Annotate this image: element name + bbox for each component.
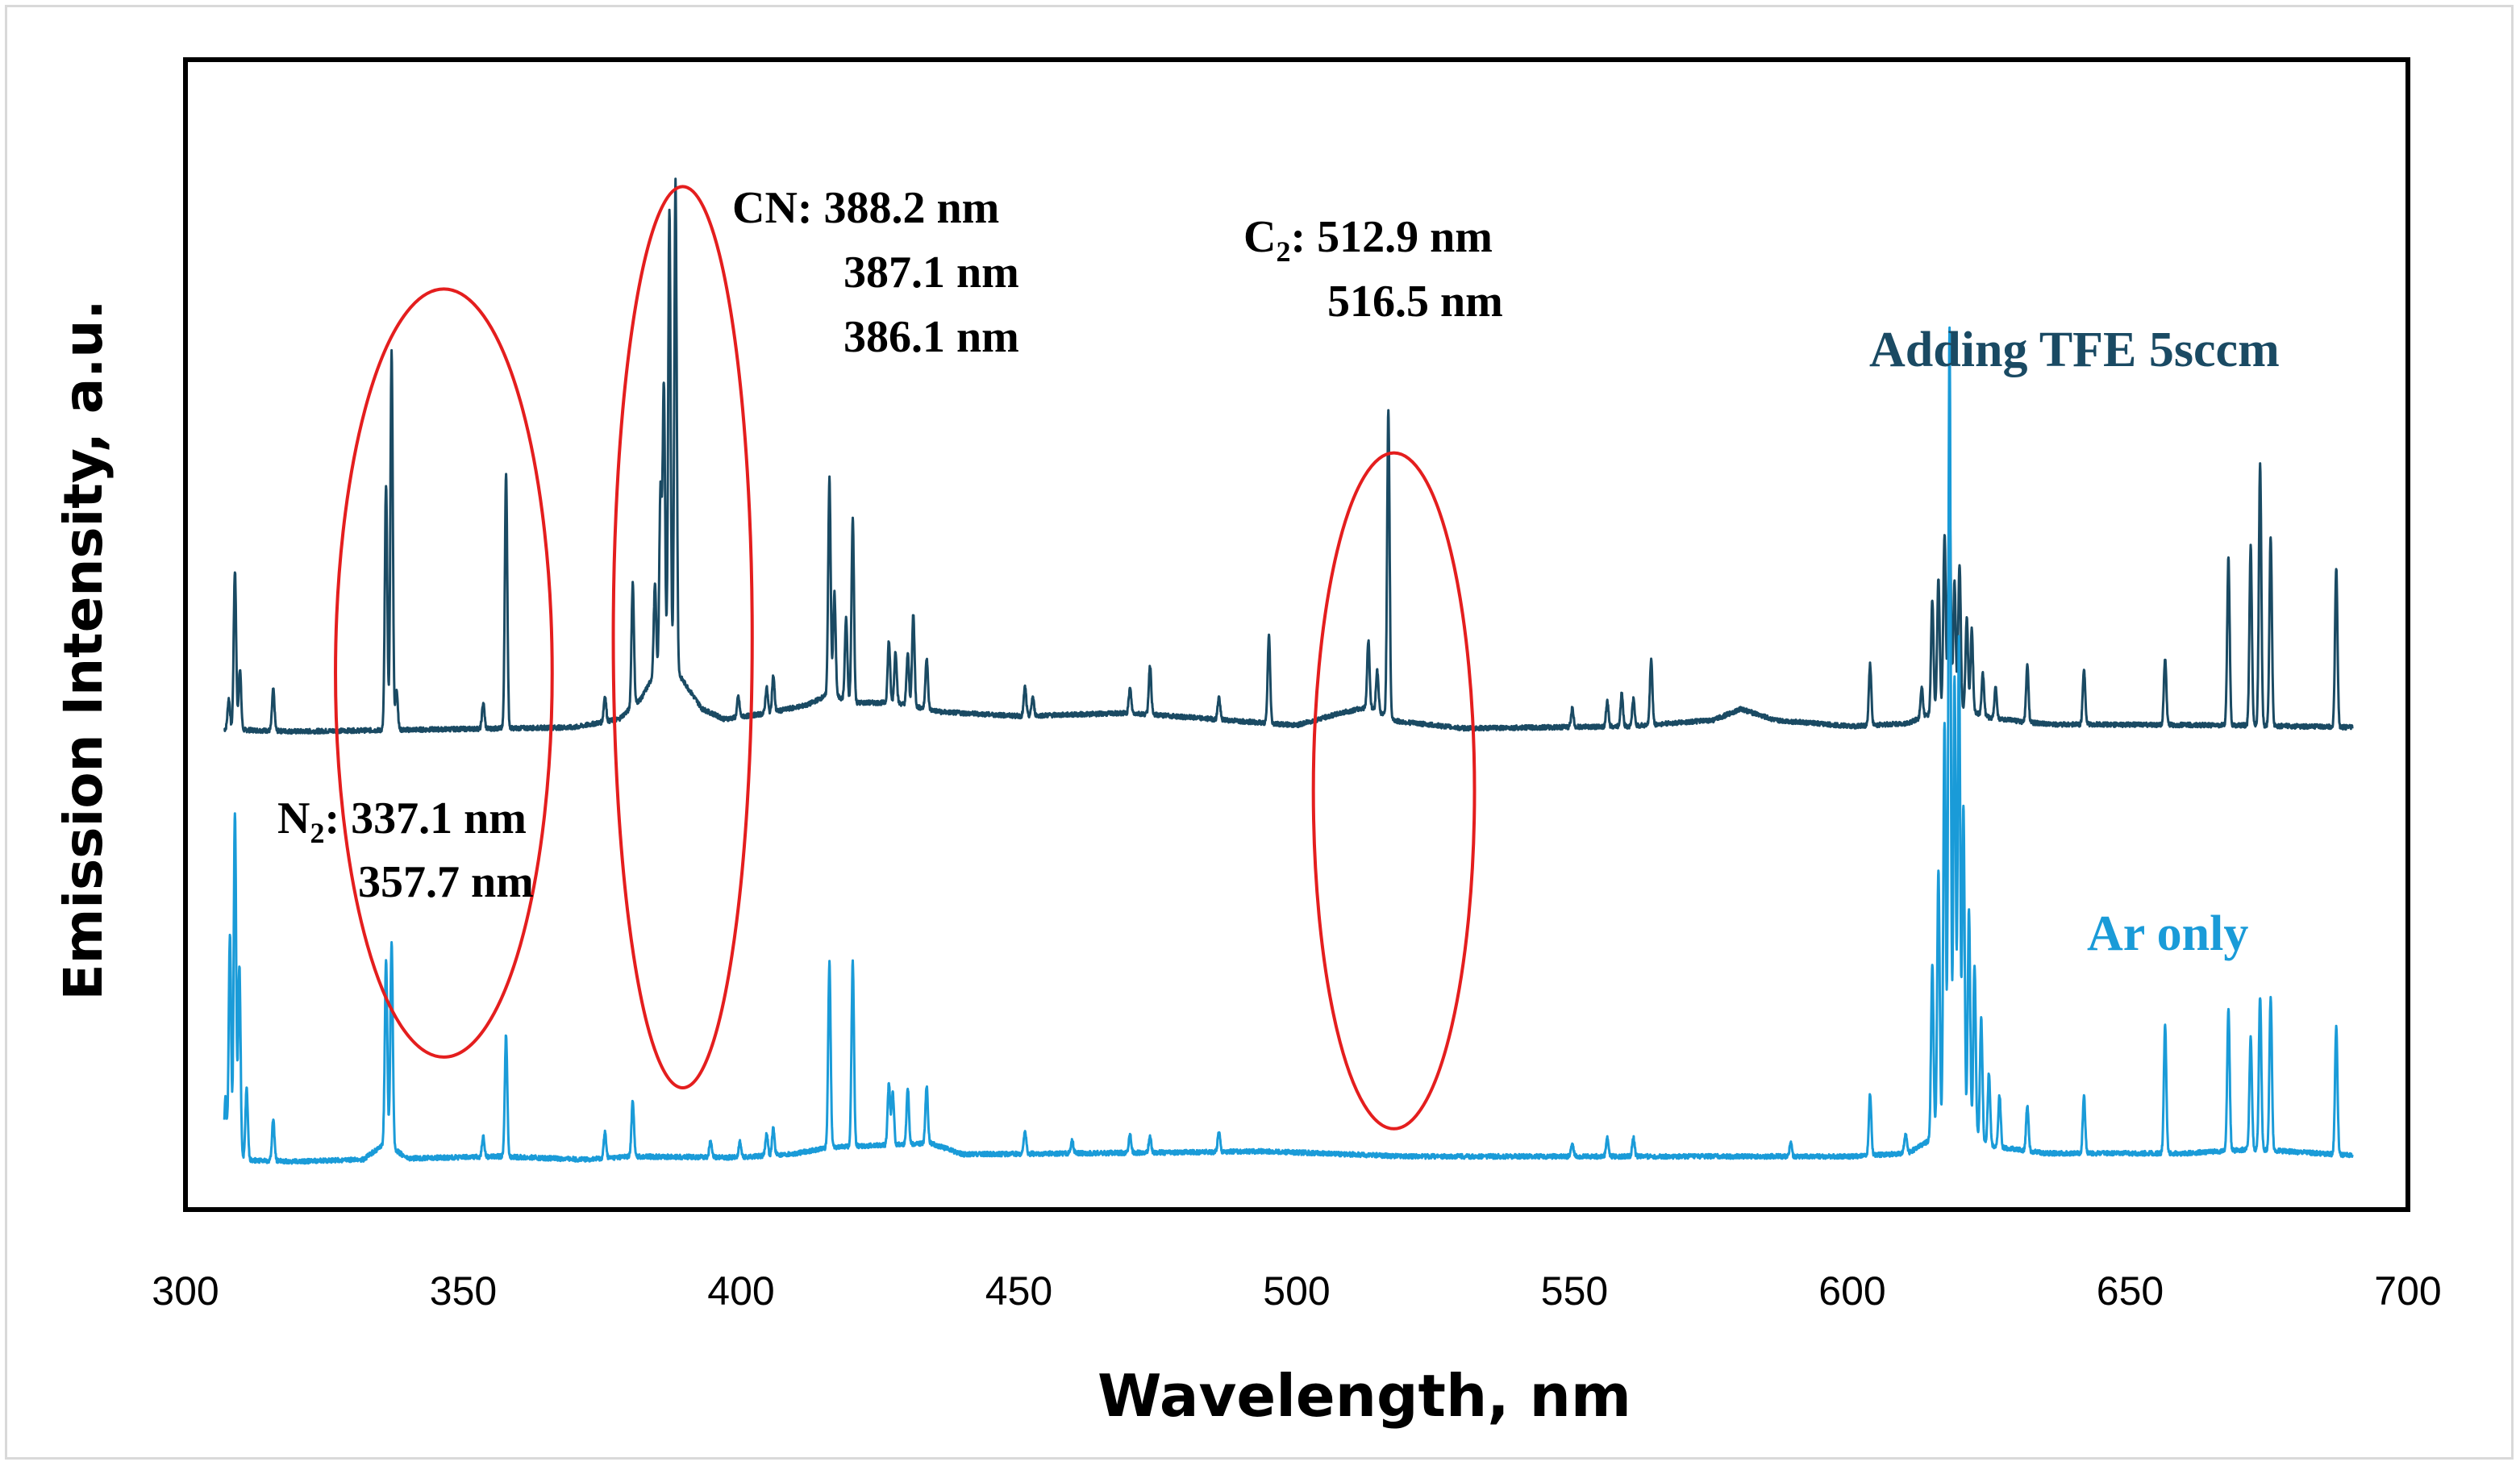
series-label-tfe: Adding TFE 5sccm	[1869, 323, 2280, 377]
x-axis-ticks: 300 350 400 450 500 550 600 650 700	[152, 1268, 2441, 1314]
x-tick-label: 350	[430, 1268, 497, 1314]
highlight-ellipse-c2	[1311, 451, 1477, 1131]
y-axis-title: Emission Intensity, a.u.	[52, 300, 115, 1001]
x-tick-label: 500	[1263, 1268, 1330, 1314]
x-axis-title: Wavelength, nm	[1098, 1362, 1631, 1430]
annotation-c2-line1: C2: 512.9 nm	[1243, 212, 1493, 268]
x-tick-label: 300	[152, 1268, 219, 1314]
x-tick-label: 650	[2097, 1268, 2164, 1314]
x-tick-label: 450	[985, 1268, 1052, 1314]
highlight-ellipse-n2	[334, 287, 554, 1059]
c2-subscript: 2	[1276, 235, 1290, 268]
highlight-ellipses	[334, 185, 1477, 1131]
series-line-tfe	[223, 177, 2354, 735]
plot-area-border	[183, 57, 2410, 1212]
c2-wavelength-1: : 512.9 nm	[1290, 212, 1492, 262]
x-tick-label: 400	[707, 1268, 774, 1314]
series-label-ar: Ar only	[2087, 906, 2248, 961]
n2-symbol: N	[277, 793, 310, 843]
annotation-c2-line2: 516.5 nm	[1327, 277, 1503, 327]
highlight-ellipse-cn	[611, 185, 754, 1089]
x-tick-label: 600	[1818, 1268, 1885, 1314]
annotation-cn-line3: 386.1 nm	[843, 312, 1019, 362]
annotation-cn-line2: 387.1 nm	[843, 248, 1019, 298]
annotation-cn-line1: CN: 388.2 nm	[732, 183, 999, 233]
n2-wavelength-1: : 337.1 nm	[324, 793, 526, 843]
n2-subscript: 2	[310, 817, 324, 849]
x-tick-label: 550	[1541, 1268, 1608, 1314]
annotation-n2-line1: N2: 337.1 nm	[277, 793, 527, 849]
x-tick-label: 700	[2374, 1268, 2441, 1314]
series-layer	[223, 177, 2354, 1165]
annotation-n2-line2: 357.7 nm	[358, 857, 534, 907]
series-line-ar	[223, 326, 2354, 1165]
c2-symbol: C	[1243, 212, 1276, 262]
